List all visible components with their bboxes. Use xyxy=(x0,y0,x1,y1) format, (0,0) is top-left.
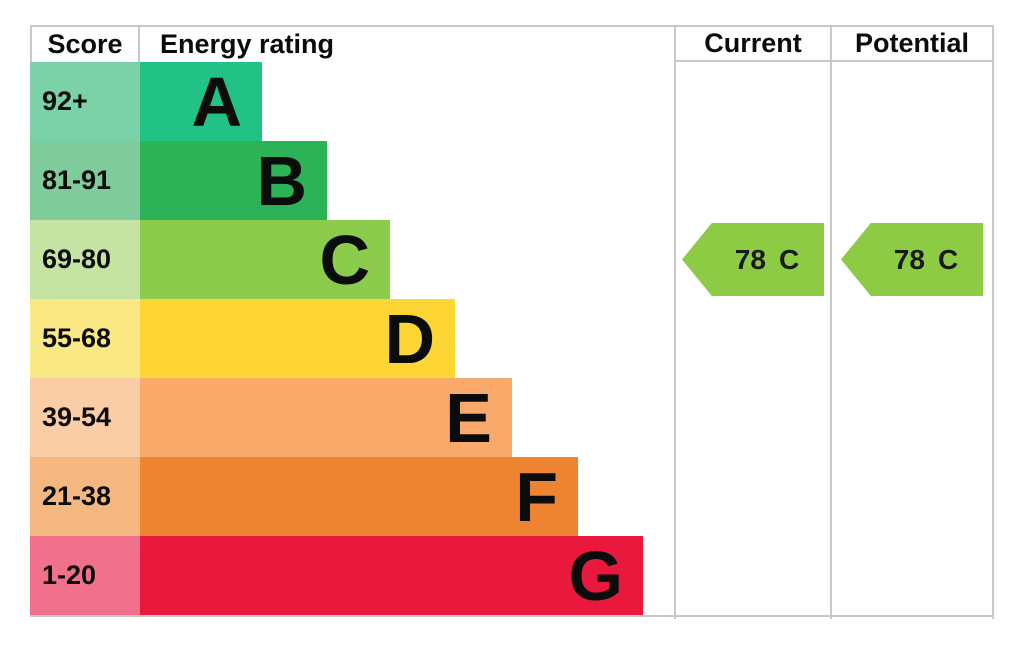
band-bar-c: C xyxy=(140,220,390,299)
band-row-b: 81-91 B xyxy=(30,141,674,220)
potential-column: Potential 78 C xyxy=(830,27,994,619)
potential-grade-letter: C xyxy=(937,243,959,275)
current-column: Current 78 C xyxy=(674,27,830,619)
score-range-e: 39-54 xyxy=(30,378,140,457)
band-bar-d: D xyxy=(140,299,455,378)
current-score-value: 78 xyxy=(734,243,766,275)
band-row-c: 69-80 C xyxy=(30,220,674,299)
grade-letter-a: A xyxy=(191,62,242,141)
grade-letter-g: G xyxy=(568,536,623,615)
energy-rating-column-header: Energy rating xyxy=(160,29,335,59)
potential-rating-arrow: 78 C xyxy=(841,223,983,296)
band-row-a: 92+ A xyxy=(30,62,674,141)
epc-rating-chart: Score Energy rating 92+ A 81-91 B 69-80 … xyxy=(30,25,994,619)
score-range-c: 69-80 xyxy=(30,220,140,299)
potential-column-header: Potential xyxy=(832,27,992,62)
score-range-d: 55-68 xyxy=(30,299,140,378)
current-column-header: Current xyxy=(676,27,830,62)
score-range-a: 92+ xyxy=(30,62,140,141)
current-rating-arrow: 78 C xyxy=(682,223,824,296)
score-range-f: 21-38 xyxy=(30,457,140,536)
band-bar-a: A xyxy=(140,62,262,141)
grade-letter-c: C xyxy=(319,220,370,299)
band-bar-f: F xyxy=(140,457,578,536)
grade-letter-e: E xyxy=(445,378,492,457)
band-row-e: 39-54 E xyxy=(30,378,674,457)
band-bar-e: E xyxy=(140,378,512,457)
band-bar-b: B xyxy=(140,141,327,220)
band-row-g: 1-20 G xyxy=(30,536,674,615)
current-grade-letter: C xyxy=(778,243,800,275)
potential-score-value: 78 xyxy=(893,243,925,275)
band-row-d: 55-68 D xyxy=(30,299,674,378)
band-bar-g: G xyxy=(140,536,643,615)
grade-letter-b: B xyxy=(256,141,307,220)
grade-letter-f: F xyxy=(515,457,558,536)
energy-rating-area: Score Energy rating 92+ A 81-91 B 69-80 … xyxy=(30,27,674,615)
band-row-f: 21-38 F xyxy=(30,457,674,536)
score-range-g: 1-20 xyxy=(30,536,140,615)
grade-letter-d: D xyxy=(384,299,435,378)
header-row: Score Energy rating xyxy=(30,27,674,62)
score-column-header: Score xyxy=(30,27,140,62)
score-range-b: 81-91 xyxy=(30,141,140,220)
